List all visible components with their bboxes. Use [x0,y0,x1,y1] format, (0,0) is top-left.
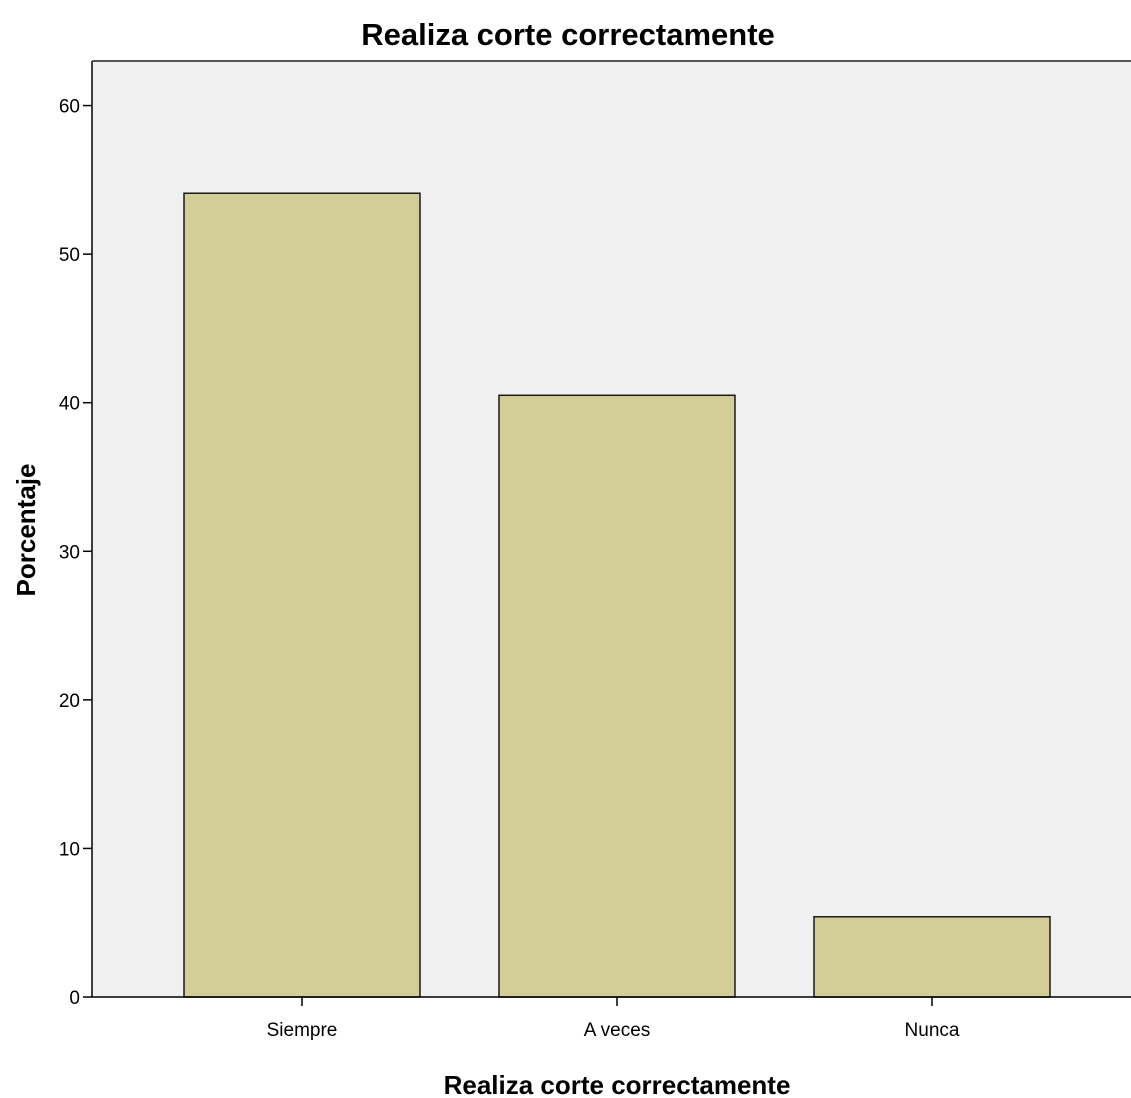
bar-siempre [183,192,421,998]
y-tick-label: 50 [59,245,80,266]
y-tick-label: 40 [59,394,80,415]
x-axis-ticks: Siempre A veces Nunca [267,997,960,1041]
bar-nunca [813,916,1051,998]
y-tick-label: 30 [59,542,80,563]
y-tick-label: 20 [59,691,80,712]
x-tick-label-nunca: Nunca [905,1020,960,1041]
chart-title: Realiza corte correctamente [361,17,775,52]
y-tick-label: 10 [59,839,80,860]
x-tick-label-a-veces: A veces [584,1020,651,1041]
bar-a-veces [498,394,736,998]
x-tick-label-siempre: Siempre [267,1020,338,1041]
x-axis-title: Realiza corte correctamente [444,1070,791,1098]
y-axis-ticks: 0 10 20 30 40 50 60 [59,97,92,1009]
y-axis-title: Porcentaje [11,464,41,597]
y-tick-label: 60 [59,97,80,118]
y-tick-label: 0 [69,988,80,1009]
bars-group [183,192,1051,998]
